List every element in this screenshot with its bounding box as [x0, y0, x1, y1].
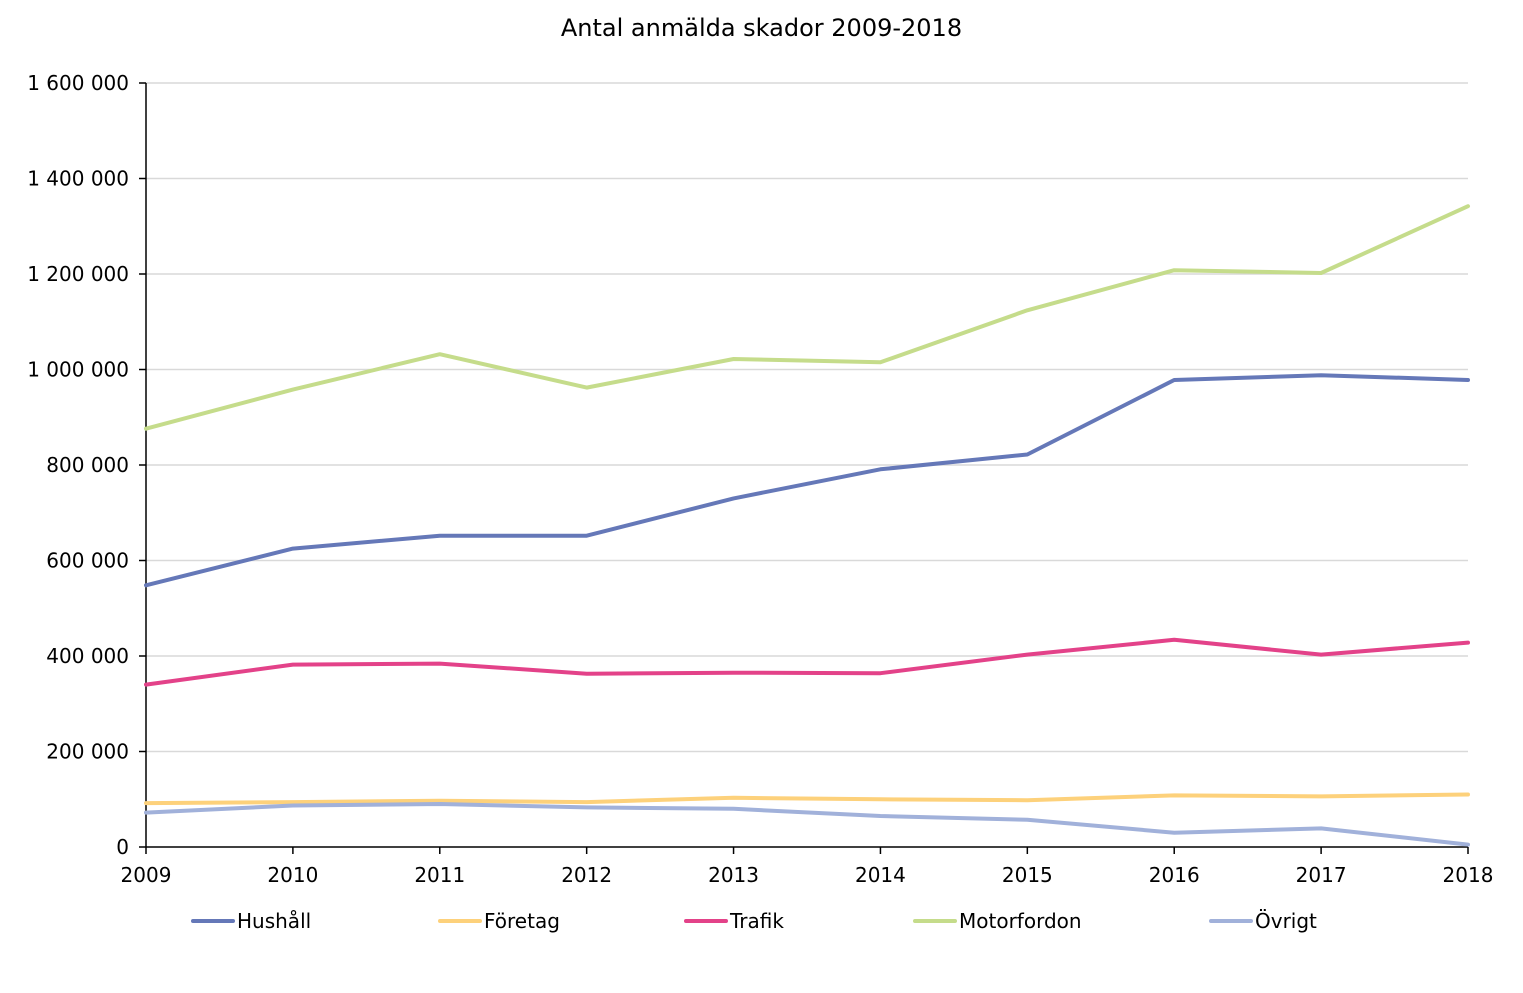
- x-tick-label: 2011: [414, 863, 465, 887]
- x-tick-label: 2016: [1149, 863, 1200, 887]
- y-tick-label: 1 600 000: [27, 71, 129, 95]
- y-tick-label: 1 400 000: [27, 167, 129, 191]
- x-tick-label: 2009: [121, 863, 172, 887]
- x-tick-label: 2015: [1002, 863, 1053, 887]
- chart-title: Antal anmälda skador 2009-2018: [560, 14, 963, 42]
- series-line: [144, 792, 1470, 806]
- legend-label: Trafik: [729, 909, 784, 933]
- legend-label: Övrigt: [1255, 909, 1317, 933]
- y-tick-label: 1 000 000: [27, 358, 129, 382]
- legend-label: Motorfordon: [959, 909, 1082, 933]
- y-tick-label: 0: [116, 835, 129, 859]
- y-tick-label: 800 000: [46, 453, 129, 477]
- y-tick-label: 200 000: [46, 740, 129, 764]
- x-tick-label: 2012: [561, 863, 612, 887]
- series-line: [144, 204, 1470, 431]
- series-line: [144, 637, 1470, 687]
- series-line: [144, 802, 1470, 847]
- x-tick-label: 2010: [267, 863, 318, 887]
- x-tick-label: 2013: [708, 863, 759, 887]
- x-tick-label: 2017: [1296, 863, 1347, 887]
- legend-label: Hushåll: [237, 909, 311, 933]
- series-line: [144, 373, 1470, 588]
- y-tick-label: 600 000: [46, 549, 129, 573]
- x-tick-label: 2018: [1443, 863, 1494, 887]
- legend-label: Företag: [484, 909, 560, 933]
- y-tick-label: 1 200 000: [27, 262, 129, 286]
- x-tick-label: 2014: [855, 863, 906, 887]
- y-tick-label: 400 000: [46, 644, 129, 668]
